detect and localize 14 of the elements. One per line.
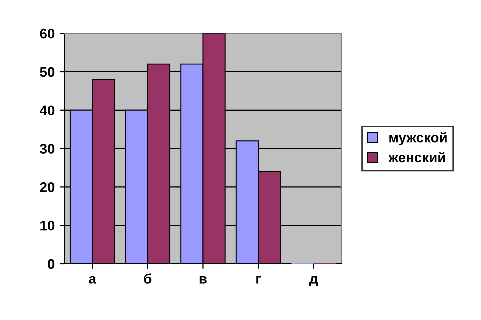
y-tick-label: 60 xyxy=(40,28,55,39)
y-tick-label: 30 xyxy=(40,144,55,154)
y-tick-label: 20 xyxy=(40,182,55,192)
x-tick-label: д xyxy=(310,276,318,287)
x-tick-label: г xyxy=(256,276,262,284)
y-tick-label: 40 xyxy=(40,106,55,116)
x-tick-label: б xyxy=(144,274,152,284)
y-tick-label: 10 xyxy=(40,220,55,231)
y-tick-label: 50 xyxy=(40,67,55,78)
y-tick-label: 0 xyxy=(48,259,55,270)
legend-label: мужской xyxy=(390,132,447,146)
x-tick-label: а xyxy=(89,276,97,284)
x-tick-label: в xyxy=(200,276,207,284)
legend-label: женский xyxy=(388,152,446,163)
